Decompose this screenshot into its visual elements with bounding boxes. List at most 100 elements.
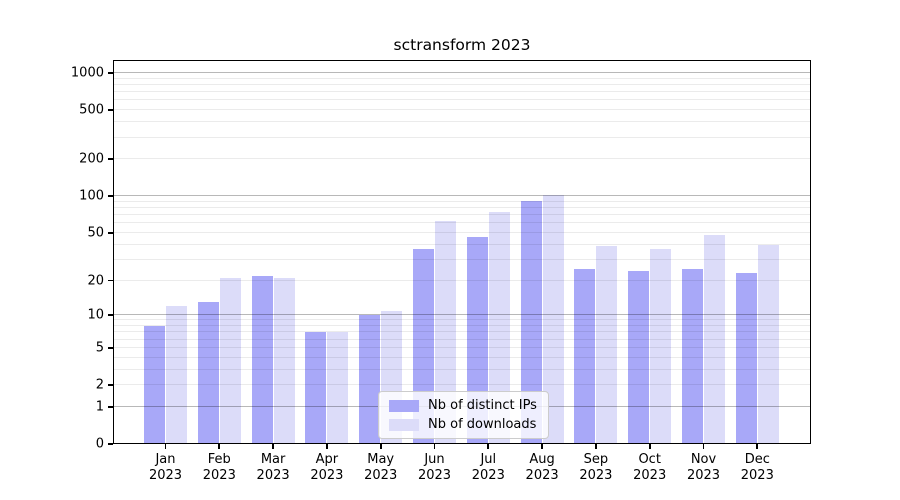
bar-downloads-sep <box>596 245 618 444</box>
gridline-minor-2 <box>113 384 811 386</box>
gridline-minor-90 <box>113 200 811 202</box>
x-tick-mark-jun <box>433 444 436 449</box>
bar-downloads-mar <box>273 278 295 444</box>
y-tick-label-20: 20 <box>87 273 104 289</box>
x-tick-label-may: May 2023 <box>364 452 398 483</box>
legend-swatch-distinct-ips <box>389 399 419 412</box>
gridline-minor-20 <box>113 279 811 281</box>
bar-distinct-ips-sep <box>574 269 596 444</box>
chart-title: sctransform 2023 <box>393 36 531 54</box>
y-tick-mark-2 <box>108 384 113 386</box>
bar-downloads-apr <box>327 332 349 444</box>
bar-downloads-feb <box>219 278 241 444</box>
gridline-minor-60 <box>113 222 811 224</box>
y-tick-mark-1 <box>108 405 113 408</box>
bar-distinct-ips-may <box>359 315 381 444</box>
y-tick-label-50: 50 <box>87 225 104 241</box>
gridline-major-1000 <box>113 72 811 74</box>
bar-distinct-ips-aug <box>520 201 542 444</box>
y-tick-mark-500 <box>108 109 113 112</box>
x-tick-label-sep: Sep 2023 <box>579 452 613 483</box>
gridline-major-100 <box>113 195 811 197</box>
gridline-minor-3 <box>113 368 811 370</box>
y-tick-mark-50 <box>108 231 113 234</box>
x-tick-mark-jul <box>487 444 490 449</box>
y-tick-label-0: 0 <box>95 436 104 452</box>
bar-distinct-ips-feb <box>197 302 219 444</box>
x-tick-label-jul: Jul 2023 <box>471 452 505 483</box>
bar-downloads-jul <box>488 212 510 444</box>
legend-item-downloads: Nb of downloads <box>389 417 537 432</box>
legend-label-distinct-ips: Nb of distinct IPs <box>428 398 537 413</box>
gridline-minor-8 <box>113 325 811 327</box>
bar-downloads-dec <box>757 244 779 444</box>
gridline-minor-70 <box>113 214 811 216</box>
y-tick-label-2: 2 <box>95 377 104 393</box>
y-tick-mark-200 <box>108 158 113 161</box>
gridline-minor-6 <box>113 338 811 340</box>
plot-area: 0 1 2 5 10 20 50 100 200 500 1000 Jan 2023 Feb 2023 Mar… <box>71 60 811 483</box>
gridline-minor-300 <box>113 136 811 138</box>
gridline-minor-50 <box>113 231 811 233</box>
gridline-minor-4 <box>113 356 811 358</box>
x-tick-label-nov: Nov 2023 <box>686 452 721 483</box>
y-tick-mark-100 <box>108 195 113 198</box>
x-tick-label-dec: Dec 2023 <box>740 452 774 483</box>
bar-downloads-oct <box>650 248 672 444</box>
bar-downloads-jun <box>435 220 456 444</box>
gridline-minor-30 <box>113 258 811 260</box>
y-tick-label-10: 10 <box>87 307 104 323</box>
gridline-minor-7 <box>113 331 811 333</box>
x-tick-mark-apr <box>326 444 328 449</box>
gridline-minor-700 <box>113 91 811 93</box>
x-tick-label-jun: Jun 2023 <box>417 452 452 483</box>
x-tick-mark-feb <box>218 444 221 449</box>
x-tick-label-mar: Mar 2023 <box>256 452 290 483</box>
bar-distinct-ips-mar <box>251 275 273 444</box>
y-tick-label-100: 100 <box>79 188 104 204</box>
gridline-minor-5 <box>113 346 811 348</box>
x-tick-label-jan: Jan 2023 <box>148 452 183 483</box>
y-tick-mark-5 <box>108 346 113 349</box>
x-tick-mark-dec <box>756 444 759 449</box>
gridline-minor-900 <box>113 77 811 79</box>
x-tick-mark-may <box>379 444 382 449</box>
bar-distinct-ips-apr <box>305 332 327 444</box>
legend: Nb of distinct IPs Nb of downloads <box>378 391 549 439</box>
x-tick-mark-sep <box>595 444 597 449</box>
gridline-minor-80 <box>113 207 811 209</box>
x-tick-mark-mar <box>272 444 274 449</box>
y-tick-label-1000: 1000 <box>70 65 104 81</box>
gridline-minor-400 <box>113 121 811 123</box>
legend-label-downloads: Nb of downloads <box>428 417 537 432</box>
x-tick-label-apr: Apr 2023 <box>310 452 344 483</box>
x-tick-label-aug: Aug 2023 <box>525 452 559 483</box>
y-tick-label-1: 1 <box>95 399 104 415</box>
x-tick-label-oct: Oct 2023 <box>633 452 667 483</box>
gridline-minor-500 <box>113 109 811 111</box>
gridline-minor-800 <box>113 84 811 85</box>
gridline-minor-600 <box>113 99 811 101</box>
legend-item-distinct-ips: Nb of distinct IPs <box>389 398 537 413</box>
x-tick-mark-aug <box>541 444 543 449</box>
gridline-minor-200 <box>113 158 811 160</box>
bar-distinct-ips-dec <box>735 273 757 444</box>
x-tick-mark-oct <box>648 444 651 449</box>
bar-distinct-ips-jan <box>144 326 165 444</box>
legend-swatch-downloads <box>389 418 419 431</box>
bar-downloads-nov <box>704 235 725 444</box>
bar-distinct-ips-nov <box>682 269 703 444</box>
bar-distinct-ips-oct <box>628 271 650 444</box>
x-tick-mark-jan <box>164 444 167 449</box>
y-tick-mark-20 <box>108 279 113 282</box>
gridline-minor-9 <box>113 319 811 321</box>
y-tick-mark-0 <box>108 443 113 445</box>
gridline-minor-40 <box>113 243 811 245</box>
gridline-major-10 <box>113 314 811 316</box>
y-tick-label-500: 500 <box>79 102 104 118</box>
y-tick-label-200: 200 <box>79 151 104 167</box>
bar-downloads-jan <box>166 306 187 444</box>
x-tick-label-feb: Feb 2023 <box>202 452 236 483</box>
y-tick-label-5: 5 <box>95 340 104 356</box>
